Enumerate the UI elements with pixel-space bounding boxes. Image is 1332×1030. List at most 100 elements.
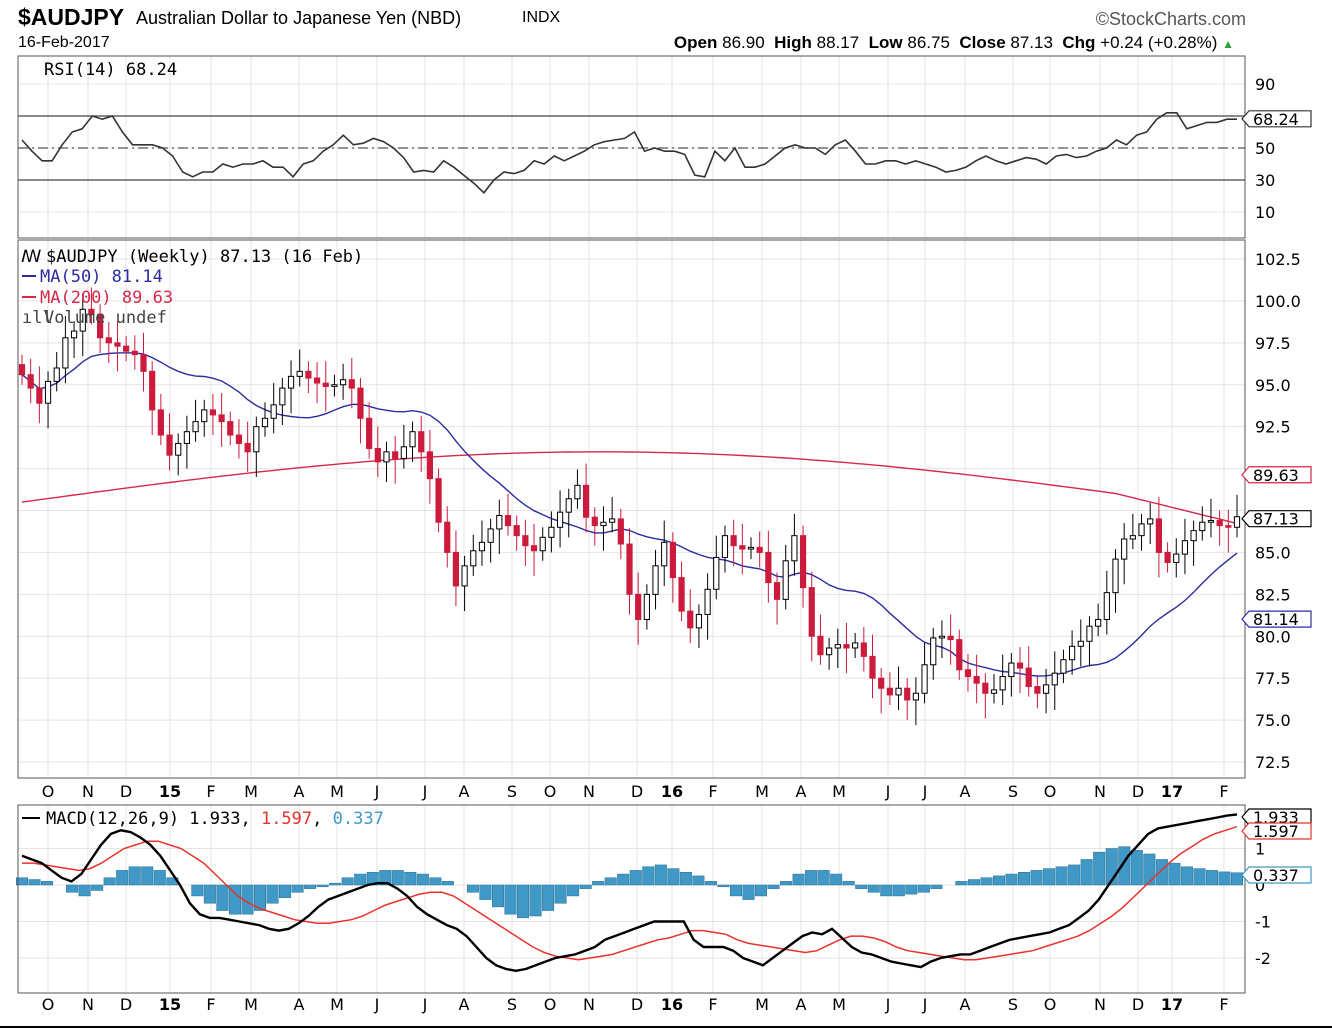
macd-hist-bar — [917, 884, 930, 893]
macd-hist-bar — [291, 884, 304, 893]
macd-hist-bar — [780, 881, 793, 886]
x-axis-top-label: S — [507, 782, 517, 801]
candle — [383, 451, 390, 463]
ohlc-summary: Open 86.90 High 88.17 Low 86.75 Close 87… — [674, 33, 1234, 53]
x-axis-top-label: S — [1008, 782, 1018, 801]
macd-hist-bar — [216, 884, 229, 911]
close-value: 87.13 — [1010, 33, 1053, 52]
rsi-tick-label: 90 — [1255, 75, 1275, 94]
candle — [331, 384, 338, 387]
price-tick-label: 102.5 — [1255, 250, 1301, 269]
candle — [435, 478, 442, 523]
candle — [1216, 520, 1223, 527]
candle — [1077, 640, 1084, 647]
brand-text: StockCharts.com — [1108, 9, 1246, 29]
macd-hist-bar — [1143, 853, 1156, 886]
candle — [209, 409, 217, 416]
candle — [843, 644, 850, 649]
low-value: 86.75 — [907, 33, 950, 52]
candle — [817, 635, 824, 656]
x-axis-top-label: J — [885, 782, 891, 801]
signal-last-tag-box — [1241, 822, 1312, 840]
macd-hist-bar — [379, 870, 392, 886]
candle — [279, 387, 286, 406]
candle — [470, 550, 477, 567]
candle — [235, 434, 243, 444]
candle — [270, 404, 277, 419]
macd-legend-main: MACD(12,26,9) 1.933 — [46, 809, 240, 829]
x-axis-bottom-label: M — [330, 995, 344, 1014]
signal-last-tag: 1.597 — [1253, 822, 1299, 841]
macd-hist-bar — [1155, 859, 1168, 886]
candle — [695, 613, 703, 629]
candle — [791, 535, 798, 562]
x-axis-top-label: J — [374, 782, 380, 801]
candle — [635, 593, 642, 620]
macd-hist-bar — [1080, 859, 1093, 886]
macd-hist-bar — [1030, 870, 1043, 886]
candle — [626, 543, 633, 595]
candle — [1042, 684, 1050, 694]
candle — [1121, 538, 1128, 560]
macd-tick-label: 1 — [1255, 840, 1265, 859]
macd-hist-bar — [529, 884, 542, 917]
candle — [1164, 551, 1171, 563]
price-tick-label: 95.0 — [1255, 376, 1291, 395]
candle — [114, 342, 121, 347]
macd-hist-bar — [341, 877, 354, 886]
candle — [687, 610, 694, 629]
candle — [609, 518, 616, 523]
candle — [565, 498, 572, 513]
x-axis-top-label: M — [832, 782, 846, 801]
macd-legend-sep: , — [240, 809, 260, 829]
candle — [1034, 686, 1041, 694]
macd-hist-bar — [817, 870, 830, 886]
candle — [1112, 558, 1119, 594]
x-axis-bottom-label: M — [244, 995, 258, 1014]
x-axis-bottom-label: N — [583, 995, 595, 1014]
macd-hist-bar — [692, 875, 705, 886]
candle — [296, 370, 303, 377]
candle — [747, 546, 755, 550]
macd-hist-bar — [955, 881, 968, 886]
candle — [1129, 535, 1136, 540]
rsi-legend: RSI(14) 68.24 — [44, 60, 177, 80]
price-tick-label: 92.5 — [1255, 418, 1291, 437]
candle — [999, 675, 1006, 691]
x-axis-bottom-label: F — [206, 995, 215, 1014]
x-axis-bottom-label: S — [507, 995, 517, 1014]
price-tick-label: 77.5 — [1255, 669, 1291, 688]
x-axis-bottom-label: D — [631, 995, 643, 1014]
candle — [530, 545, 538, 552]
ma50-last-tag: 81.14 — [1253, 610, 1299, 629]
x-axis-bottom-label: N — [82, 995, 94, 1014]
macd-hist-bar — [842, 881, 855, 886]
macd-hist-bar — [1118, 846, 1131, 886]
candle — [904, 687, 911, 701]
x-axis-bottom-label: A — [294, 995, 305, 1014]
x-axis-bottom-label: 15 — [159, 995, 181, 1014]
macd-hist-bar — [1055, 866, 1068, 886]
rsi-tick-label: 50 — [1255, 139, 1275, 158]
candle — [1025, 667, 1032, 688]
candle — [834, 644, 841, 649]
macd-hist-bar — [416, 873, 429, 886]
candle — [313, 377, 321, 384]
candle — [869, 655, 876, 679]
macd-hist-bar — [329, 882, 342, 886]
macd-hist-bar — [1193, 868, 1206, 886]
x-axis-top-label: N — [583, 782, 595, 801]
macd-line — [21, 813, 1238, 973]
x-axis-top-label: M — [755, 782, 769, 801]
open-value: 86.90 — [722, 33, 765, 52]
rsi-line — [21, 112, 1237, 194]
candle — [1199, 521, 1206, 532]
candle — [947, 635, 954, 641]
price-tick-label: 82.5 — [1255, 585, 1291, 604]
candle — [374, 447, 381, 463]
candle — [912, 692, 919, 701]
candle — [140, 354, 147, 372]
candle — [261, 417, 269, 428]
candle — [478, 541, 486, 552]
candle — [1095, 618, 1102, 627]
